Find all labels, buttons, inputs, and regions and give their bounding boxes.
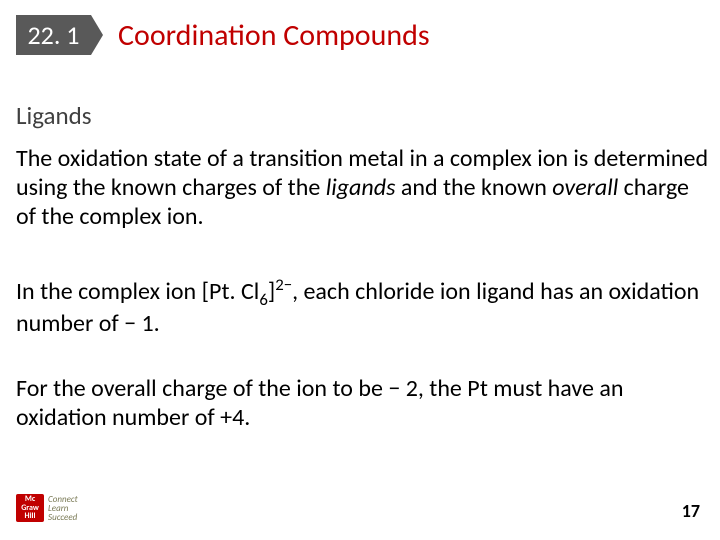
p2-subscript: 6: [259, 289, 268, 310]
logo-line3: Hill: [25, 512, 36, 521]
logo-tag3: Succeed: [48, 513, 78, 522]
paragraph-2: In the complex ion [Pt. Cl6]2−, each chl…: [16, 275, 712, 339]
section-number: 22. 1: [28, 19, 80, 51]
logo-box: Mc Graw Hill: [16, 494, 44, 522]
section-number-badge: 22. 1: [16, 15, 91, 55]
p2-superscript: 2−: [275, 274, 292, 295]
publisher-logo: Mc Graw Hill Connect Learn Succeed: [16, 494, 78, 522]
subheading: Ligands: [16, 100, 92, 131]
section-title: Coordination Compounds: [118, 17, 430, 54]
p1-em-ligands: ligands: [326, 173, 396, 202]
paragraph-1: The oxidation state of a transition meta…: [16, 145, 712, 231]
p1-em-overall: overall: [552, 173, 618, 202]
logo-tagline: Connect Learn Succeed: [48, 495, 78, 522]
section-badge-notch: [91, 15, 103, 55]
p2-text-a: In the complex ion [Pt. Cl: [16, 277, 259, 306]
page-number: 17: [682, 500, 700, 522]
p1-text-b: and the known: [395, 173, 552, 202]
paragraph-3: For the overall charge of the ion to be …: [16, 375, 712, 433]
